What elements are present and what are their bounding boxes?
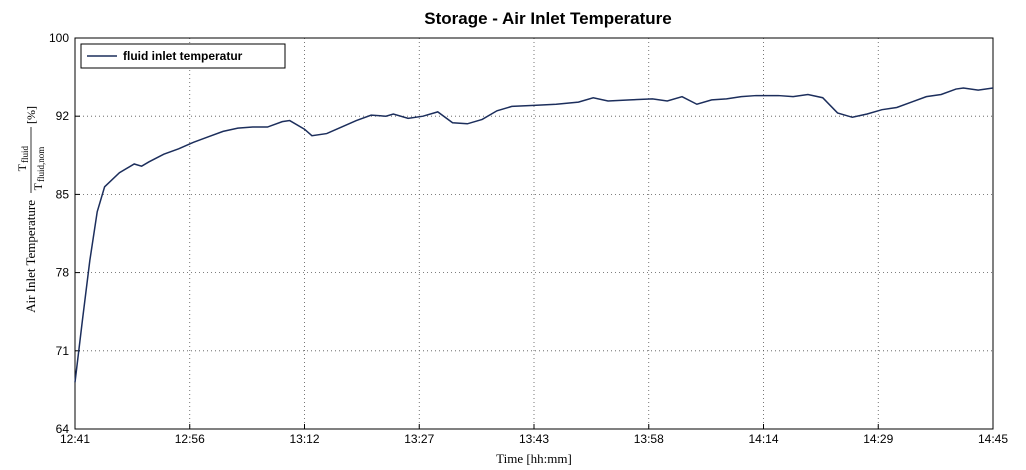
y-tick-label: 85 (56, 187, 70, 201)
data-line (74, 87, 994, 383)
y-tick-label: 71 (56, 344, 70, 358)
plot-frame (74, 37, 994, 430)
y-tick-label: 92 (56, 109, 70, 123)
chart-title: Storage - Air Inlet Temperature (424, 9, 672, 28)
fraction-denominator-sub: fluid,nom (36, 147, 46, 182)
x-tick-label: 14:29 (863, 432, 893, 446)
x-tick-label: 13:27 (404, 432, 434, 446)
y-tick-label: 100 (49, 31, 69, 45)
fraction-numerator: T (15, 163, 29, 171)
y-axis-label-text: Air Inlet Temperature (23, 200, 38, 313)
x-tick-label: 12:41 (60, 432, 90, 446)
x-axis-label: Time [hh:mm] (496, 451, 572, 466)
legend-label: fluid inlet temperatur (123, 49, 243, 63)
x-tick-label: 13:12 (289, 432, 319, 446)
x-tick-label: 14:14 (748, 432, 778, 446)
fraction-numerator-sub: fluid (20, 146, 30, 163)
y-tick-label: 78 (56, 266, 70, 280)
x-tick-label: 14:45 (978, 432, 1008, 446)
fraction-denominator: T (31, 182, 45, 190)
y-axis-label: Air Inlet Temperature T fluid T fluid,no… (15, 106, 46, 313)
x-tick-label: 13:58 (634, 432, 664, 446)
x-tick-label: 13:43 (519, 432, 549, 446)
y-tick-label: 64 (56, 422, 70, 436)
y-axis-unit: [%] (24, 106, 38, 124)
x-tick-label: 12:56 (175, 432, 205, 446)
